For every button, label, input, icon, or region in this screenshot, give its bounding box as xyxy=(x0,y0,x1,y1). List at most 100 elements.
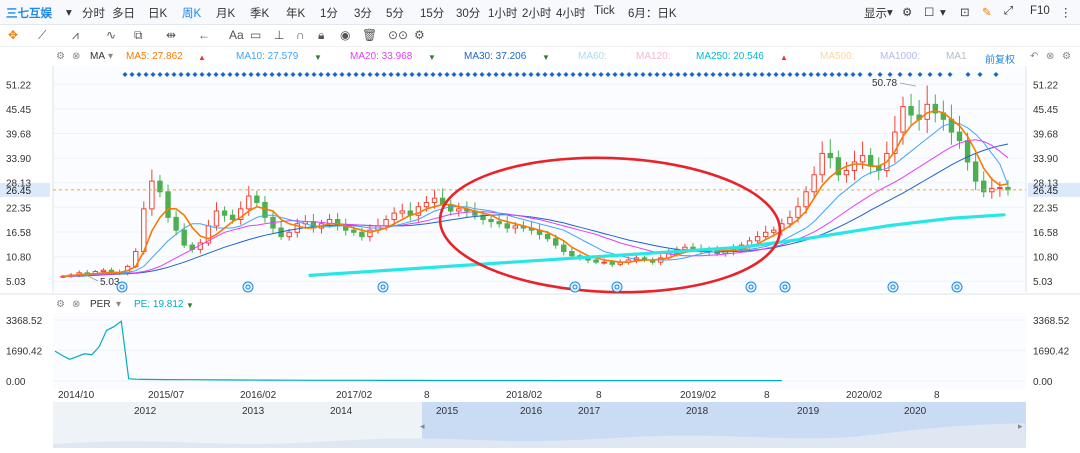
event-diamond-marker[interactable] xyxy=(759,72,765,77)
event-diamond-marker[interactable] xyxy=(535,72,541,77)
event-diamond-marker[interactable] xyxy=(472,72,478,77)
event-diamond-marker[interactable] xyxy=(724,72,730,77)
event-diamond-marker[interactable] xyxy=(192,72,198,77)
event-diamond-marker[interactable] xyxy=(248,72,254,77)
stock-name[interactable]: 三七互娱 xyxy=(6,8,52,20)
event-diamond-marker[interactable] xyxy=(199,72,205,77)
event-diamond-marker[interactable] xyxy=(332,72,338,77)
event-diamond-marker[interactable] xyxy=(353,72,359,77)
event-diamond-marker[interactable] xyxy=(661,72,667,77)
display-menu[interactable]: 显示 xyxy=(864,8,887,20)
event-diamond-marker[interactable] xyxy=(290,72,296,77)
period-tab[interactable]: 多日 xyxy=(112,8,135,20)
period-tab[interactable]: 分时 xyxy=(82,8,105,20)
event-diamond-marker[interactable] xyxy=(521,72,527,77)
event-diamond-marker[interactable] xyxy=(339,72,345,77)
event-diamond-marker[interactable] xyxy=(829,72,835,77)
link-tool-icon[interactable]: ⊙⊙ xyxy=(388,28,409,42)
period-tab[interactable]: 年K xyxy=(286,8,306,20)
event-diamond-marker[interactable] xyxy=(731,72,737,77)
event-diamond-marker[interactable] xyxy=(773,72,779,77)
event-diamond-marker[interactable] xyxy=(542,72,548,77)
event-diamond-marker[interactable] xyxy=(150,72,156,77)
event-diamond-marker[interactable] xyxy=(304,72,310,77)
event-diamond-marker[interactable] xyxy=(738,72,744,77)
news-marker-icon[interactable] xyxy=(951,281,963,293)
event-diamond-marker[interactable] xyxy=(675,72,681,77)
event-diamond-marker[interactable] xyxy=(269,72,275,77)
magnet-tool-icon[interactable]: ∩ xyxy=(296,28,305,42)
text-tool[interactable]: Aa xyxy=(229,28,244,42)
event-diamond-marker[interactable] xyxy=(801,72,807,77)
event-diamond-marker[interactable] xyxy=(479,72,485,77)
event-diamond-marker[interactable] xyxy=(360,72,366,77)
event-diamond-marker[interactable] xyxy=(927,72,933,77)
event-diamond-marker[interactable] xyxy=(409,72,415,77)
period-tab[interactable]: 30分 xyxy=(456,8,481,20)
fuquan-button[interactable]: 前复权 xyxy=(985,55,1015,66)
event-diamond-marker[interactable] xyxy=(668,72,674,77)
event-diamond-marker[interactable] xyxy=(241,72,247,77)
event-diamond-marker[interactable] xyxy=(430,72,436,77)
ma-legend-item[interactable]: MA10: 27.579 xyxy=(236,51,299,62)
event-diamond-marker[interactable] xyxy=(157,72,163,77)
event-diamond-marker[interactable] xyxy=(794,72,800,77)
period-tab[interactable]: 15分 xyxy=(420,8,445,20)
event-diamond-marker[interactable] xyxy=(514,72,520,77)
event-diamond-marker[interactable] xyxy=(822,72,828,77)
ma-legend-item[interactable]: MA1000: xyxy=(880,51,921,62)
event-diamond-marker[interactable] xyxy=(220,72,226,77)
event-diamond-marker[interactable] xyxy=(465,72,471,77)
event-diamond-marker[interactable] xyxy=(570,72,576,77)
event-diamond-marker[interactable] xyxy=(640,72,646,77)
display-dropdown-icon[interactable]: ▾ xyxy=(887,7,893,19)
event-diamond-marker[interactable] xyxy=(682,72,688,77)
period-tab[interactable]: 4小时 xyxy=(556,8,586,20)
event-diamond-marker[interactable] xyxy=(612,72,618,77)
event-diamond-marker[interactable] xyxy=(787,72,793,77)
event-diamond-marker[interactable] xyxy=(381,72,387,77)
layout-icon[interactable]: ☐ xyxy=(924,7,935,19)
event-diamond-marker[interactable] xyxy=(717,72,723,77)
event-diamond-marker[interactable] xyxy=(423,72,429,77)
camera-icon[interactable]: ⊡ xyxy=(960,7,970,19)
per-dropdown-icon[interactable]: ▾ xyxy=(116,299,122,310)
event-diamond-marker[interactable] xyxy=(703,72,709,77)
period-tab[interactable]: 季K xyxy=(250,8,270,20)
news-marker-icon[interactable] xyxy=(745,281,757,293)
event-diamond-marker[interactable] xyxy=(311,72,317,77)
f10-button[interactable]: F10 xyxy=(1030,5,1050,17)
rect-tool-icon[interactable]: ⧉ xyxy=(134,28,143,42)
event-diamond-marker[interactable] xyxy=(500,72,506,77)
measure-tool-icon[interactable]: ⊥ xyxy=(274,28,285,42)
period-tab[interactable]: 6月：日K xyxy=(628,8,677,20)
news-marker-icon[interactable] xyxy=(887,281,899,293)
expand-icon[interactable]: ⤢ xyxy=(1004,5,1014,17)
navigator-right-handle-icon[interactable]: ▸ xyxy=(1018,421,1023,431)
period-tab[interactable]: 日K xyxy=(148,8,168,20)
event-diamond-marker[interactable] xyxy=(745,72,751,77)
event-diamond-marker[interactable] xyxy=(626,72,632,77)
event-diamond-marker[interactable] xyxy=(965,72,971,77)
event-diamond-marker[interactable] xyxy=(129,72,135,77)
event-diamond-marker[interactable] xyxy=(993,72,999,77)
event-diamond-marker[interactable] xyxy=(451,72,457,77)
period-tab[interactable]: 1小时 xyxy=(488,8,518,20)
event-diamond-marker[interactable] xyxy=(598,72,604,77)
legend-settings-icon[interactable]: ⚙ xyxy=(56,51,65,62)
period-tab[interactable]: Tick xyxy=(594,5,615,17)
event-diamond-marker[interactable] xyxy=(815,72,821,77)
event-diamond-marker[interactable] xyxy=(619,72,625,77)
legend-settings-icon-2[interactable]: ⚙ xyxy=(1062,51,1071,62)
event-diamond-marker[interactable] xyxy=(206,72,212,77)
event-diamond-marker[interactable] xyxy=(318,72,324,77)
event-diamond-marker[interactable] xyxy=(867,72,873,77)
ma-legend-item[interactable]: MA120: xyxy=(636,51,671,62)
news-marker-icon[interactable] xyxy=(242,281,254,293)
event-diamond-marker[interactable] xyxy=(897,72,903,77)
event-diamond-marker[interactable] xyxy=(528,72,534,77)
undo-icon[interactable]: ↶ xyxy=(1030,51,1039,62)
gear-icon[interactable]: ⚙ xyxy=(902,7,913,19)
per-close-icon[interactable]: ⊗ xyxy=(72,299,81,310)
news-marker-icon[interactable] xyxy=(611,281,623,293)
